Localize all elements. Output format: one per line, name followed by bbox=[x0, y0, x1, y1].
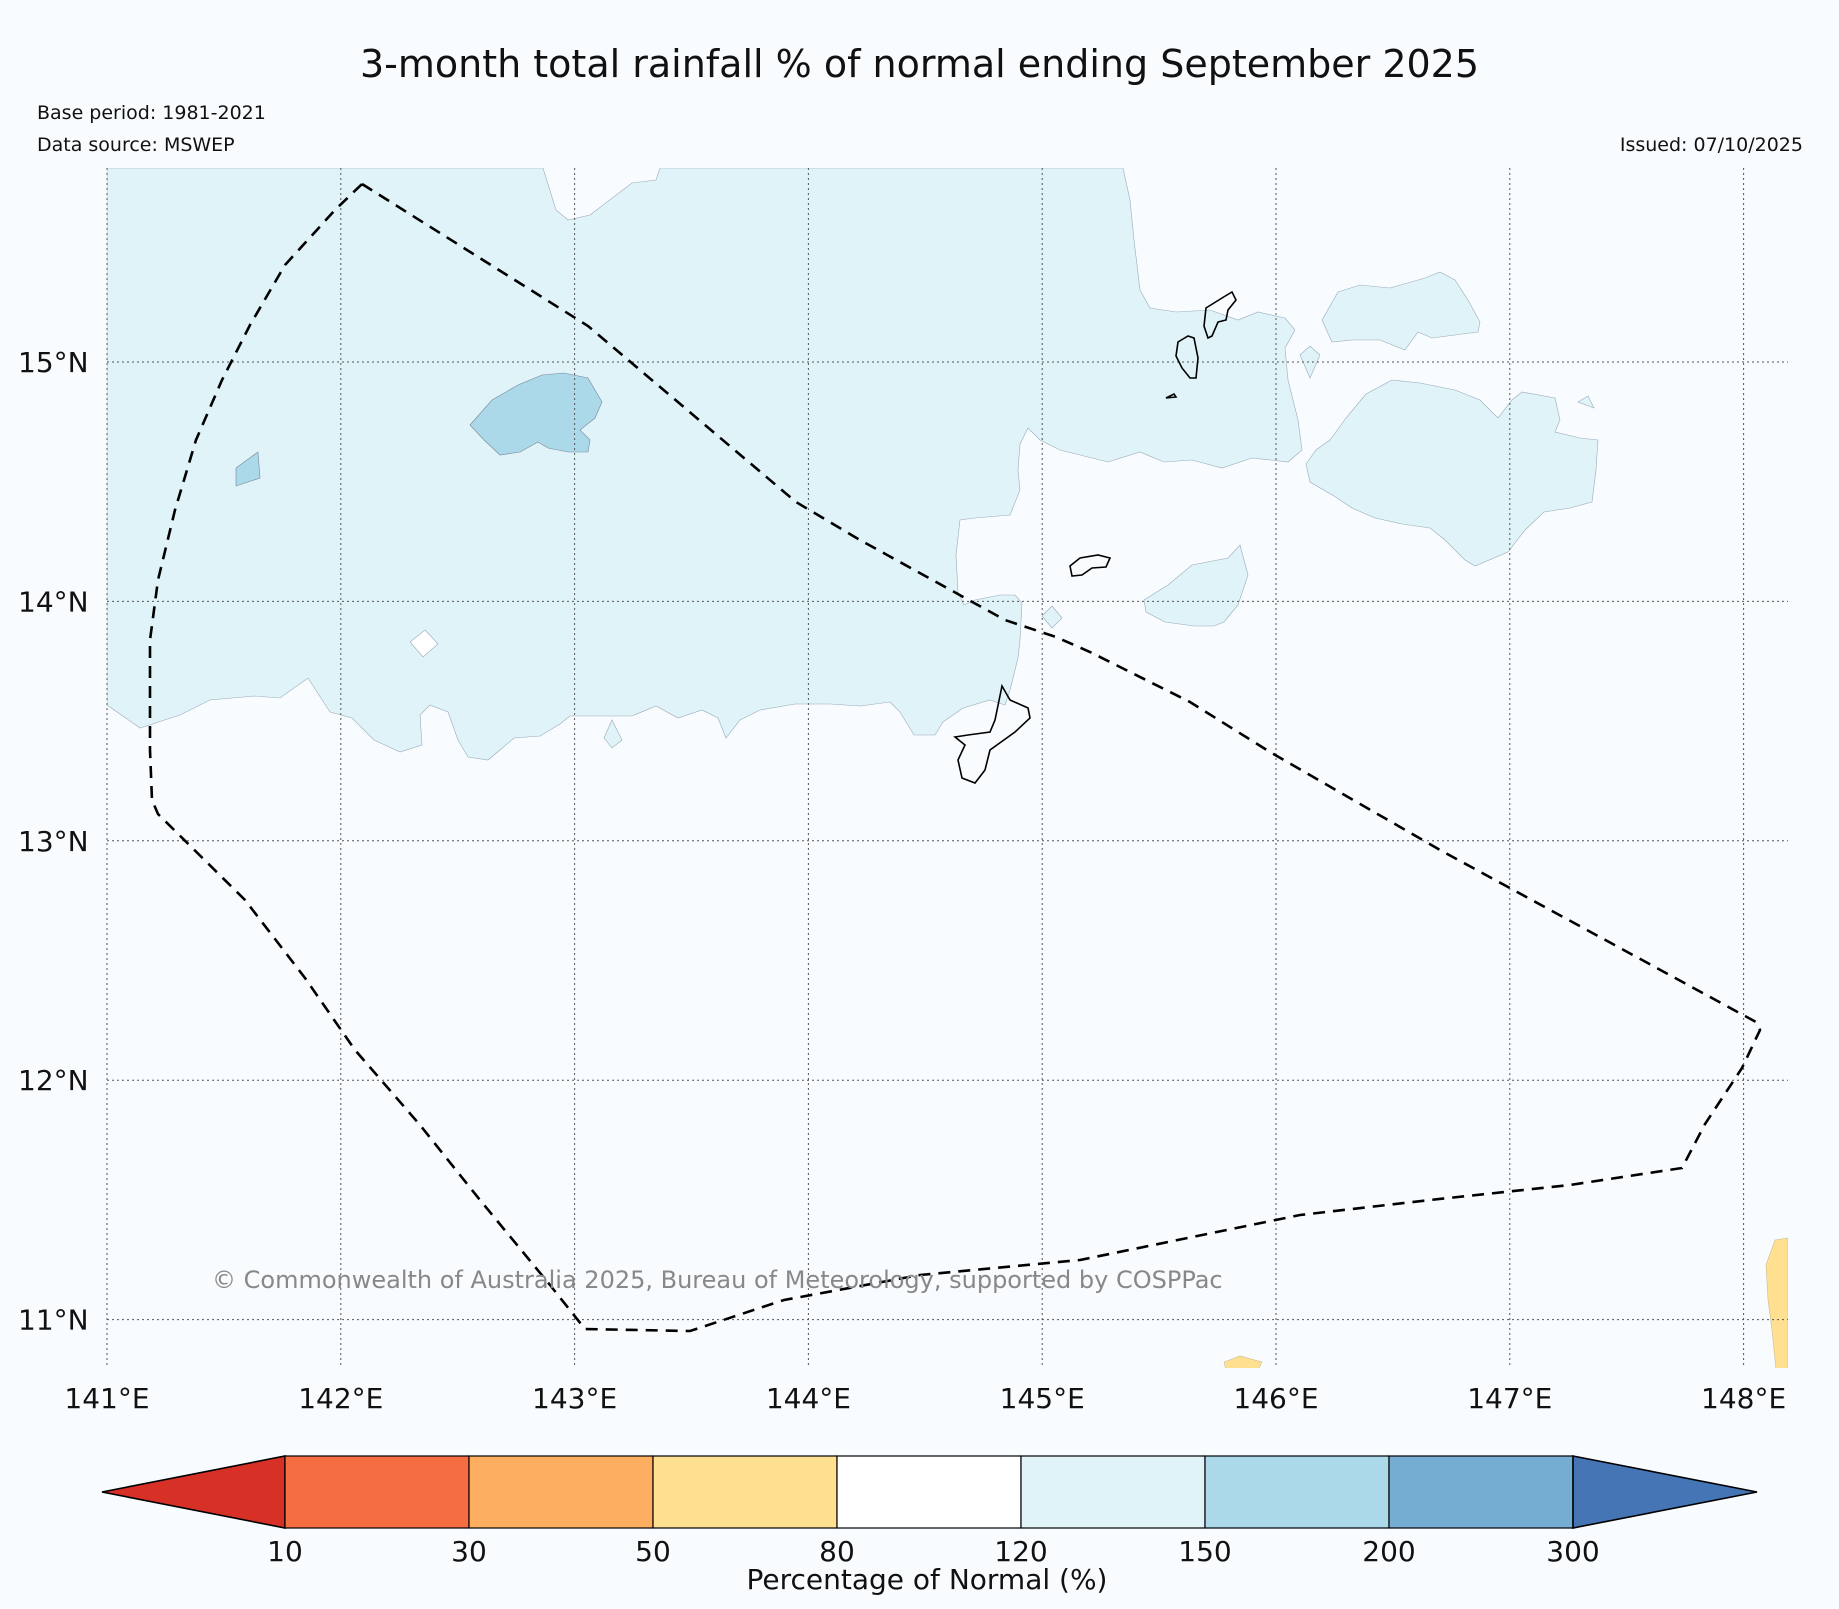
coastline-tinian bbox=[1175, 335, 1199, 379]
colorbar-bin bbox=[1020, 1455, 1206, 1529]
lon-tick-label: 147°E bbox=[1467, 1382, 1552, 1415]
contour-120-150-main bbox=[107, 168, 1303, 761]
colorbar-tick-label: 80 bbox=[819, 1535, 855, 1568]
lon-tick-label: 142°E bbox=[298, 1382, 383, 1415]
contour-120-150-d bbox=[1041, 605, 1063, 629]
contour-150-200-a bbox=[469, 372, 603, 456]
lat-tick-label: 15°N bbox=[18, 346, 89, 379]
lon-tick-label: 145°E bbox=[1000, 1382, 1085, 1415]
lon-tick-label: 141°E bbox=[64, 1382, 149, 1415]
contour-120-150-g bbox=[1299, 345, 1321, 379]
contour-hole-a bbox=[409, 629, 439, 658]
eez-boundary bbox=[148, 182, 1762, 1333]
colorbar-label: Percentage of Normal (%) bbox=[747, 1563, 1108, 1596]
colorbar-extend-high bbox=[1572, 1455, 1758, 1529]
base-period-label: Base period: 1981-2021 bbox=[37, 102, 266, 124]
colorbar-tick-label: 150 bbox=[1178, 1535, 1231, 1568]
lat-tick-label: 11°N bbox=[18, 1304, 89, 1337]
coastline-rota bbox=[1069, 554, 1112, 577]
data-source-label: Data source: MSWEP bbox=[37, 134, 235, 156]
contour-50-80-a bbox=[1765, 1237, 1788, 1368]
contour-120-150-i bbox=[1577, 395, 1595, 409]
lon-tick-label: 146°E bbox=[1233, 1382, 1318, 1415]
map-title: 3-month total rainfall % of normal endin… bbox=[359, 42, 1480, 86]
rainfall-contours bbox=[107, 168, 1788, 1368]
colorbar-bin bbox=[652, 1455, 838, 1529]
issued-date-label: Issued: 07/10/2025 bbox=[1619, 134, 1803, 156]
contour-150-200-b bbox=[235, 451, 261, 487]
colorbar-bin bbox=[284, 1455, 470, 1529]
colorbar-tick-label: 10 bbox=[267, 1535, 303, 1568]
graticule bbox=[106, 168, 1788, 1368]
contour-120-150-h bbox=[1305, 379, 1599, 567]
lon-tick-label: 143°E bbox=[532, 1382, 617, 1415]
colorbar-tick-label: 120 bbox=[994, 1535, 1047, 1568]
colorbar-bin bbox=[1388, 1455, 1574, 1529]
colorbar: 10 30 50 80 120 150 200 300 bbox=[101, 1455, 1758, 1568]
copyright-notice: © Commonwealth of Australia 2025, Bureau… bbox=[212, 1266, 1223, 1294]
contour-120-150-f bbox=[1321, 271, 1481, 351]
contour-120-150-c bbox=[603, 719, 623, 749]
colorbar-bin bbox=[836, 1455, 1022, 1529]
coastlines bbox=[953, 290, 1237, 784]
longitude-ticks: 141°E 142°E 143°E 144°E 145°E 146°E 147°E 148°E bbox=[64, 1382, 1786, 1415]
lon-tick-label: 148°E bbox=[1701, 1382, 1786, 1415]
coastline-saipan bbox=[1203, 290, 1237, 340]
colorbar-tick-label: 50 bbox=[635, 1535, 671, 1568]
contour-120-150-e bbox=[1143, 544, 1249, 627]
colorbar-tick-label: 200 bbox=[1362, 1535, 1415, 1568]
coastline-aguijan bbox=[1165, 392, 1178, 399]
latitude-ticks: 15°N 14°N 13°N 12°N 11°N bbox=[18, 346, 89, 1337]
contour-50-80-b bbox=[1223, 1355, 1263, 1368]
lat-tick-label: 12°N bbox=[18, 1064, 89, 1097]
colorbar-extend-low bbox=[101, 1455, 286, 1529]
lat-tick-label: 14°N bbox=[18, 585, 89, 618]
lat-tick-label: 13°N bbox=[18, 825, 89, 858]
coastline-guam bbox=[953, 683, 1031, 784]
lon-tick-label: 144°E bbox=[766, 1382, 851, 1415]
colorbar-tick-label: 30 bbox=[451, 1535, 487, 1568]
colorbar-bin bbox=[468, 1455, 654, 1529]
colorbar-bin bbox=[1204, 1455, 1390, 1529]
colorbar-tick-label: 300 bbox=[1546, 1535, 1599, 1568]
